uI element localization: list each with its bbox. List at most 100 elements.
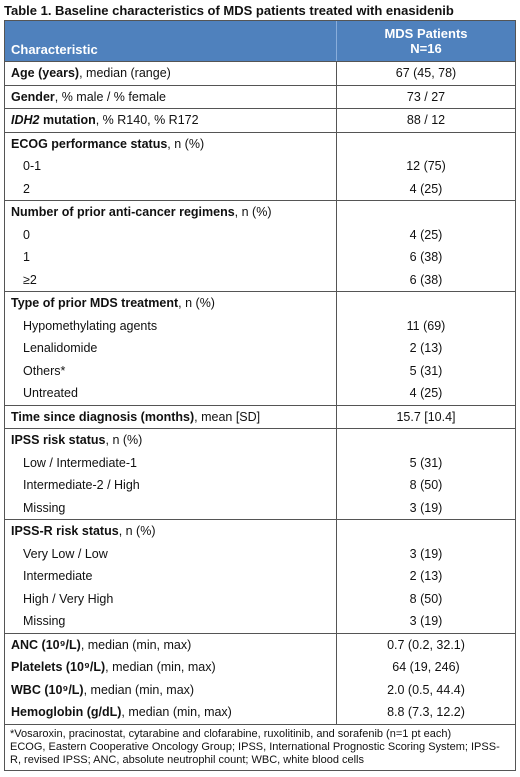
table-row: ≥2 6 (38): [5, 268, 515, 291]
value-cell: 4 (25): [409, 386, 443, 401]
value-cell: 4 (25): [409, 227, 443, 242]
label-text: Missing: [23, 500, 66, 515]
label-text: 2: [23, 181, 30, 196]
value-cell: [337, 292, 515, 315]
label-cell: 2: [5, 177, 337, 200]
row-group: Age (years), median (range) 67 (45, 78): [5, 61, 515, 85]
footnote: *Vosaroxin, pracinostat, cytarabine and …: [4, 724, 516, 771]
label: ECOG performance status, n (%): [11, 137, 204, 151]
row-group: IPSS risk status, n (%) Low / Intermediat…: [5, 428, 515, 519]
label-cell: 0: [5, 223, 337, 246]
value-cell: 8 (50): [409, 591, 443, 606]
value-cell: 2 (13): [409, 569, 443, 584]
label-part: , median (min, max): [80, 637, 192, 652]
label: Age (years), median (range): [11, 66, 171, 80]
row-group: Time since diagnosis (months), mean [SD]…: [5, 404, 515, 428]
label-cell: Others*: [5, 359, 337, 382]
label-text: High / Very High: [23, 591, 114, 606]
row-group: Gender, % male / % female 73 / 27: [5, 84, 515, 108]
value-cell: 6 (38): [409, 272, 443, 287]
value-cell: 3 (19): [409, 546, 443, 561]
label-cell: 0-1: [5, 155, 337, 178]
label-text: Missing: [23, 614, 66, 629]
label-part: , % R140, % R172: [95, 113, 199, 128]
table-row: Others* 5 (31): [5, 359, 515, 382]
label-cell: Gender, % male / % female: [5, 85, 337, 108]
label-text: 0: [23, 227, 30, 242]
label-cell: IPSS risk status, n (%): [5, 429, 337, 452]
label-part: , median (min, max): [105, 660, 216, 675]
value-cell: 73 / 27: [406, 89, 446, 104]
label-part: Gender: [11, 89, 55, 104]
header-line: N=16: [410, 41, 442, 56]
label-text: ≥2: [23, 272, 37, 287]
label-cell: Hemoglobin (g/dL), median (min, max): [5, 701, 337, 724]
row-group: Number of prior anti-cancer regimens, n …: [5, 200, 515, 291]
label-cell: ANC (10⁹/L), median (min, max): [5, 633, 337, 656]
value-cell: 5 (31): [409, 363, 443, 378]
row-group: IDH2 mutation, % R140, % R172 88 / 12: [5, 108, 515, 132]
label-part: Hemoglobin (g/dL): [11, 705, 122, 720]
label: Hemoglobin (g/dL), median (min, max): [11, 705, 232, 719]
header-line: MDS Patients: [384, 26, 468, 41]
label-part: , n (%): [234, 205, 272, 220]
table-row: Time since diagnosis (months), mean [SD]…: [5, 405, 515, 428]
label-part: Number of prior anti-cancer regimens: [11, 205, 235, 220]
label-text: 0-1: [23, 159, 42, 174]
table-row: Intermediate 2 (13): [5, 565, 515, 588]
label-cell: Missing: [5, 610, 337, 633]
table-row: Intermediate-2 / High 8 (50): [5, 474, 515, 497]
group-heading-row: Type of prior MDS treatment, n (%): [5, 292, 515, 315]
value-cell: 6 (38): [409, 250, 443, 265]
table-row: 1 6 (38): [5, 246, 515, 269]
label-cell: ≥2: [5, 268, 337, 291]
label-text: Very Low / Low: [23, 546, 108, 561]
label-part: WBC (10⁹/L): [11, 682, 84, 697]
label-part: Age (years): [11, 66, 80, 81]
label-part: Type of prior MDS treatment: [11, 296, 179, 311]
table-row: Untreated 4 (25): [5, 382, 515, 405]
label-cell: Untreated: [5, 382, 337, 405]
label: ANC (10⁹/L), median (min, max): [11, 638, 191, 652]
row-group: IPSS-R risk status, n (%) Very Low / Low 3…: [5, 519, 515, 633]
label-cell: Age (years), median (range): [5, 62, 337, 85]
table-row: Age (years), median (range) 67 (45, 78): [5, 62, 515, 85]
label-part: IPSS-R risk status: [11, 524, 119, 539]
value-cell: 2.0 (0.5, 44.4): [387, 682, 465, 697]
label: WBC (10⁹/L), median (min, max): [11, 683, 194, 697]
value-cell: [337, 133, 515, 156]
label-cell: Hypomethylating agents: [5, 314, 337, 337]
table-title: Table 1. Baseline characteristics of MDS…: [4, 3, 454, 18]
value-cell: 0.7 (0.2, 32.1): [387, 637, 465, 652]
value-cell: 11 (69): [406, 318, 446, 333]
label-cell: IPSS-R risk status, n (%): [5, 520, 337, 543]
label: Type of prior MDS treatment, n (%): [11, 296, 215, 310]
label-cell: 1: [5, 246, 337, 269]
label-part: , median (min, max): [121, 705, 232, 720]
label-part: , mean [SD]: [194, 409, 261, 424]
value-cell: 3 (19): [409, 500, 443, 515]
label-cell: Very Low / Low: [5, 542, 337, 565]
row-group: ANC (10⁹/L), median (min, max) 0.7 (0.2, …: [5, 632, 515, 724]
table-row: 0-1 12 (75): [5, 155, 515, 178]
label-part: , n (%): [167, 136, 205, 151]
group-heading-row: IPSS risk status, n (%): [5, 429, 515, 452]
label-part: mutation: [39, 113, 96, 128]
label-cell: Intermediate: [5, 565, 337, 588]
label-text: Untreated: [23, 386, 78, 401]
value-cell: 8.8 (7.3, 12.2): [387, 705, 465, 720]
footnote-line: ECOG, Eastern Cooperative Oncology Group…: [10, 740, 500, 766]
value-cell: 12 (75): [406, 159, 446, 174]
value-cell: 5 (31): [409, 455, 443, 470]
value-cell: [337, 201, 515, 224]
label-part: , n (%): [118, 524, 156, 539]
label: IPSS risk status, n (%): [11, 433, 142, 447]
label-part: , median (min, max): [83, 682, 195, 697]
label-cell: WBC (10⁹/L), median (min, max): [5, 678, 337, 701]
table-row: Hypomethylating agents 11 (69): [5, 314, 515, 337]
table-row: Hemoglobin (g/dL), median (min, max) 8.8 …: [5, 701, 515, 724]
label-cell: Time since diagnosis (months), mean [SD]: [5, 405, 337, 428]
label-text: Low / Intermediate-1: [23, 455, 137, 470]
value-cell: 15.7 [10.4]: [396, 409, 456, 424]
table-row: 2 4 (25): [5, 177, 515, 200]
